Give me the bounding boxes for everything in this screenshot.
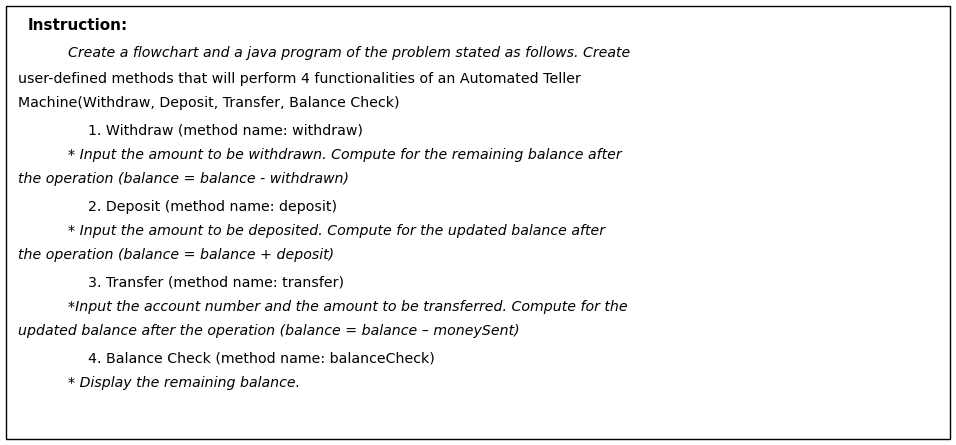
Text: updated balance after the operation (balance = balance – moneySent): updated balance after the operation (bal… [18,324,520,338]
Text: the operation (balance = balance + deposit): the operation (balance = balance + depos… [18,248,335,262]
Text: user-defined methods that will perform 4 functionalities of an Automated Teller: user-defined methods that will perform 4… [18,72,581,86]
Text: *Input the account number and the amount to be transferred. Compute for the: *Input the account number and the amount… [68,300,628,314]
Text: 4. Balance Check (method name: balanceCheck): 4. Balance Check (method name: balanceCh… [88,352,435,366]
Text: 3. Transfer (method name: transfer): 3. Transfer (method name: transfer) [88,276,344,290]
Text: Instruction:: Instruction: [28,18,128,33]
Text: 2. Deposit (method name: deposit): 2. Deposit (method name: deposit) [88,200,337,214]
Text: Create a flowchart and a java program of the problem stated as follows. Create: Create a flowchart and a java program of… [68,46,630,60]
Text: the operation (balance = balance - withdrawn): the operation (balance = balance - withd… [18,172,349,186]
Text: 1. Withdraw (method name: withdraw): 1. Withdraw (method name: withdraw) [88,124,363,138]
Text: Machine(Withdraw, Deposit, Transfer, Balance Check): Machine(Withdraw, Deposit, Transfer, Bal… [18,96,400,110]
Text: * Input the amount to be deposited. Compute for the updated balance after: * Input the amount to be deposited. Comp… [68,224,605,238]
Text: * Input the amount to be withdrawn. Compute for the remaining balance after: * Input the amount to be withdrawn. Comp… [68,148,621,162]
Text: * Display the remaining balance.: * Display the remaining balance. [68,376,300,390]
